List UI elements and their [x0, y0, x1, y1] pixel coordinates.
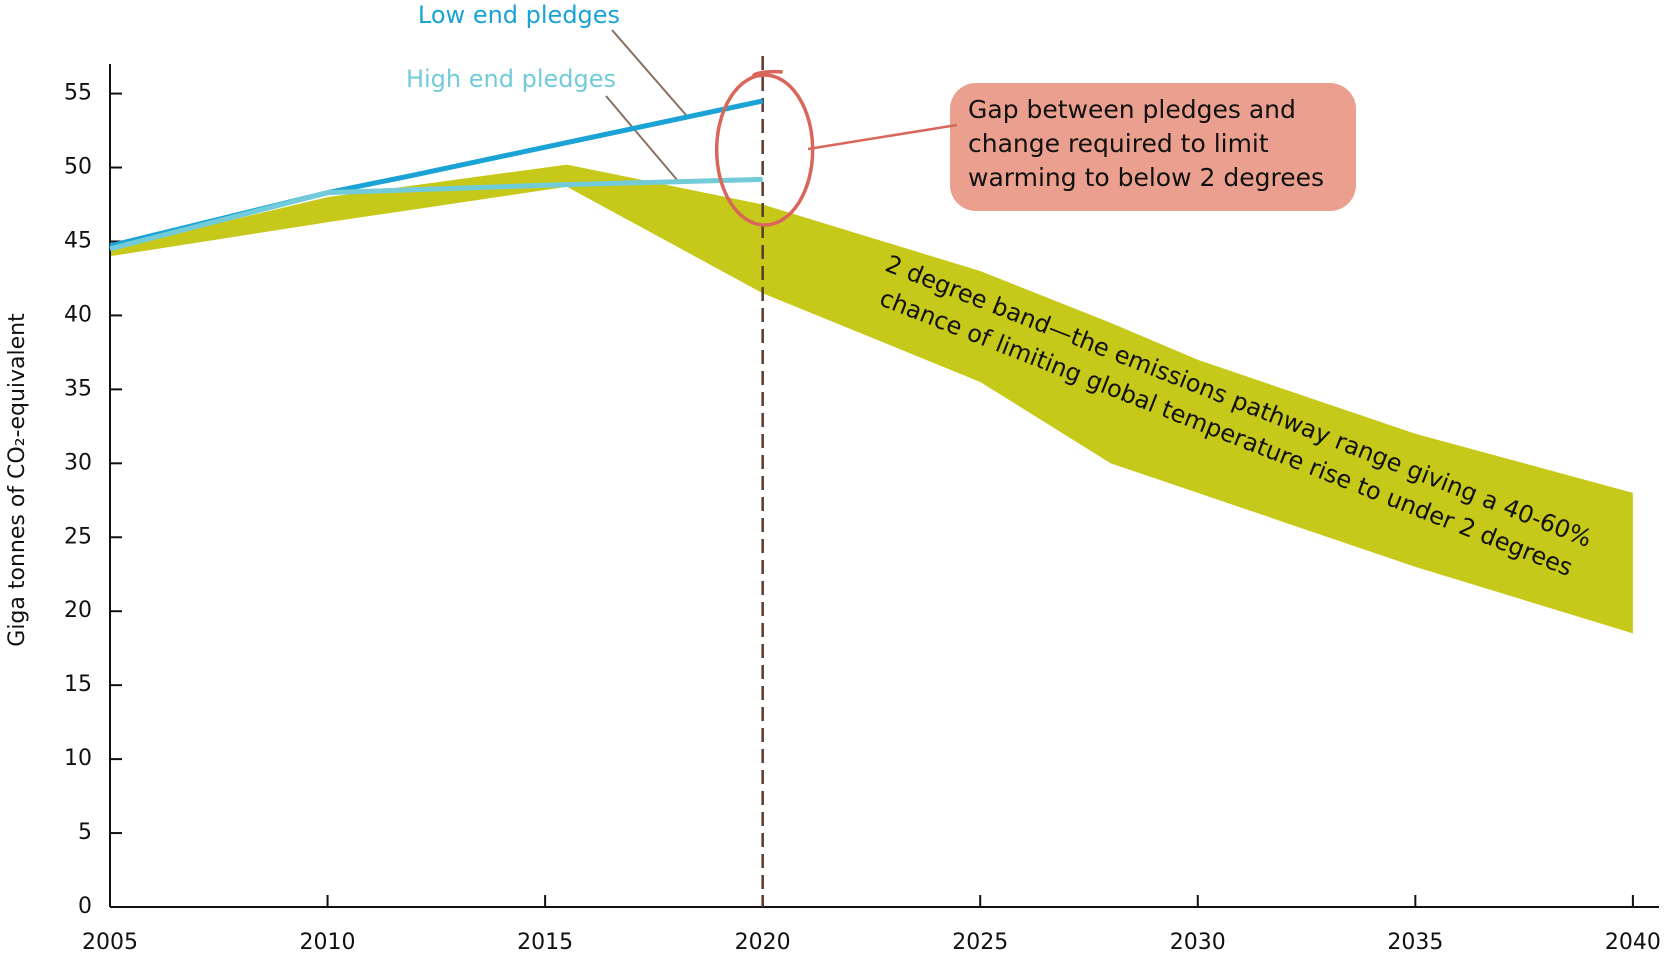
y-tick-label: 5	[78, 820, 92, 845]
annotation-box	[950, 83, 1356, 211]
x-tick-label: 2035	[1387, 930, 1443, 955]
leader-line	[605, 95, 679, 182]
y-axis-label: Giga tonnes of CO₂-equivalent	[5, 313, 30, 647]
annotation-text: Gap between pledges and	[968, 95, 1296, 124]
gap-circle	[714, 73, 815, 227]
y-tick-label: 20	[64, 598, 92, 623]
band-area	[110, 164, 1633, 634]
annotation-text: warming to below 2 degrees	[968, 163, 1324, 192]
gap-circle-curl	[752, 69, 783, 78]
series-line	[109, 176, 763, 252]
annotation-text: change required to limit	[968, 129, 1269, 158]
y-tick-label: 10	[64, 746, 92, 771]
y-tick-label: 0	[78, 894, 92, 919]
x-tick-label: 2020	[735, 930, 791, 955]
y-tick-label: 45	[64, 228, 92, 253]
x-tick-label: 2015	[517, 930, 573, 955]
x-tick-label: 2030	[1170, 930, 1226, 955]
legend-label: High end pledges	[406, 65, 616, 93]
x-tick-label: 2025	[952, 930, 1008, 955]
y-tick-label: 55	[64, 81, 92, 106]
leader-line	[611, 29, 687, 116]
x-tick-label: 2010	[300, 930, 356, 955]
x-tick-label: 2005	[82, 930, 138, 955]
y-tick-label: 40	[64, 302, 92, 327]
y-tick-label: 35	[64, 376, 92, 401]
connector-line	[807, 123, 958, 151]
legend-label: Low end pledges	[418, 1, 620, 29]
band-label-text: chance of limiting global temperature ri…	[876, 284, 1577, 582]
x-tick-label: 2040	[1605, 930, 1661, 955]
y-tick-label: 25	[64, 524, 92, 549]
y-tick-label: 15	[64, 672, 92, 697]
y-tick-label: 30	[64, 450, 92, 475]
y-tick-label: 50	[64, 155, 92, 180]
band-label-text: 2 degree band—the emissions pathway rang…	[882, 250, 1596, 553]
